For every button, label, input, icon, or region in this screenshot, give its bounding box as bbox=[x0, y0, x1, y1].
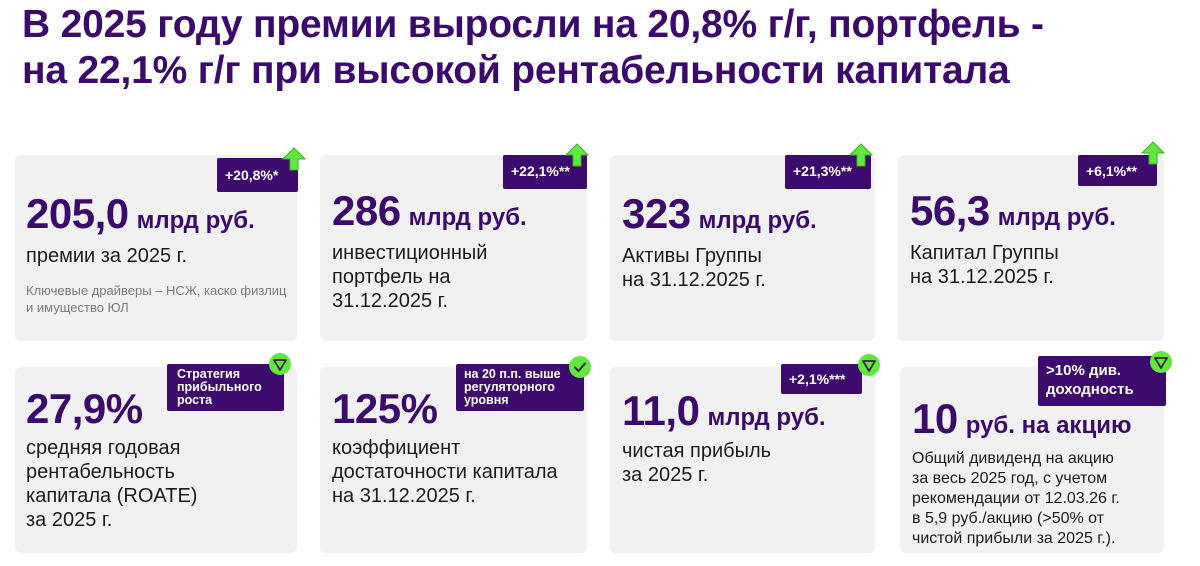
assets-description: Активы Группы на 31.12.2025 г. bbox=[622, 244, 766, 292]
badge-dividend-yield: >10% див. доходность bbox=[1038, 356, 1166, 406]
badge-profit-growth: +2,1%*** bbox=[781, 364, 862, 394]
badge-premiums-growth-text: +20,8%* bbox=[225, 167, 279, 183]
net-profit-unit: млрд руб. bbox=[707, 404, 826, 431]
assets-number: 323 bbox=[622, 190, 691, 237]
badge-strategy-line-3: роста bbox=[177, 393, 213, 407]
badge-above-regulatory: на 20 п.п. выше регуляторного уровня bbox=[456, 364, 584, 411]
premiums-note-line-2: и имущество ЮЛ bbox=[26, 300, 129, 315]
portfolio-description-line-1: инвестиционный bbox=[332, 242, 488, 264]
circle-check-icon bbox=[568, 355, 592, 379]
adequacy-value: 125% bbox=[332, 385, 438, 433]
net-profit-value: 11,0 млрд руб. bbox=[622, 387, 826, 435]
badge-assets-growth-text: +21,3%** bbox=[793, 163, 852, 179]
page-title: В 2025 году премии выросли на 20,8% г/г,… bbox=[22, 2, 1192, 94]
adequacy-number: 125% bbox=[332, 385, 438, 432]
dividend-unit: руб. на акцию bbox=[965, 412, 1132, 439]
premiums-unit: млрд руб. bbox=[136, 207, 255, 234]
arrow-up-icon bbox=[282, 147, 306, 171]
badge-regulatory-line-1: на 20 п.п. выше bbox=[464, 367, 561, 381]
premiums-value: 205,0 млрд руб. bbox=[26, 190, 255, 238]
capital-value: 56,3 млрд руб. bbox=[910, 187, 1116, 235]
page-title-line-1: В 2025 году премии выросли на 20,8% г/г,… bbox=[22, 3, 1044, 46]
adequacy-description-line-1: коэффициент bbox=[332, 437, 461, 459]
card-net-profit bbox=[610, 367, 875, 553]
capital-description-line-2: на 31.12.2025 г. bbox=[910, 266, 1054, 288]
adequacy-description-line-2: достаточности капитала bbox=[332, 461, 558, 483]
arrow-up-icon bbox=[1141, 141, 1165, 165]
roate-description-line-2: рентабельность bbox=[26, 461, 175, 483]
triangle-check-icon bbox=[1149, 350, 1173, 374]
premiums-note-line-1: Ключевые драйверы – НСЖ, каско физлиц bbox=[26, 283, 287, 298]
dividend-number: 10 bbox=[912, 395, 958, 442]
dividend-description-line-2: за весь 2025 год, с учетом bbox=[912, 470, 1108, 487]
dividend-description-line-3: рекомендации от 12.03.26 г. bbox=[912, 490, 1120, 507]
roate-number: 27,9% bbox=[26, 385, 143, 432]
portfolio-description: инвестиционный портфель на 31.12.2025 г. bbox=[332, 241, 487, 313]
assets-unit: млрд руб. bbox=[698, 207, 817, 234]
page-title-line-2: на 22,1% г/г при высокой рентабельности … bbox=[22, 49, 1010, 92]
portfolio-description-line-2: портфель на bbox=[332, 266, 451, 288]
premiums-description: премии за 2025 г. bbox=[26, 244, 187, 268]
portfolio-value: 286 млрд руб. bbox=[332, 187, 527, 235]
capital-description: Капитал Группы на 31.12.2025 г. bbox=[910, 241, 1059, 289]
badge-regulatory-line-2: регуляторного bbox=[464, 380, 555, 394]
badge-premiums-growth: +20,8%* bbox=[217, 158, 298, 192]
assets-description-line-1: Активы Группы bbox=[622, 245, 762, 267]
assets-value: 323 млрд руб. bbox=[622, 190, 817, 238]
portfolio-unit: млрд руб. bbox=[408, 204, 527, 231]
badge-strategy-line-2: прибыльного bbox=[177, 380, 262, 394]
roate-value: 27,9% bbox=[26, 385, 143, 433]
adequacy-description: коэффициент достаточности капитала на 31… bbox=[332, 436, 558, 508]
portfolio-number: 286 bbox=[332, 187, 401, 234]
roate-description-line-1: средняя годовая bbox=[26, 437, 181, 459]
badge-strategy-line-1: Стратегия bbox=[177, 367, 240, 381]
net-profit-number: 11,0 bbox=[622, 387, 700, 434]
arrow-up-icon bbox=[565, 143, 589, 167]
roate-description: средняя годовая рентабельность капитала … bbox=[26, 436, 197, 532]
portfolio-description-line-3: 31.12.2025 г. bbox=[332, 290, 449, 312]
dividend-description-line-5: чистой прибыли за 2025 г.). bbox=[912, 530, 1116, 547]
dividend-description: Общий дивиденд на акцию за весь 2025 год… bbox=[912, 449, 1120, 549]
net-profit-description-line-1: чистая прибыль bbox=[622, 440, 772, 462]
premiums-description-line: премии за 2025 г. bbox=[26, 245, 188, 267]
dividend-description-line-1: Общий дивиденд на акцию bbox=[912, 450, 1114, 467]
badge-capital-growth: +6,1%** bbox=[1078, 155, 1157, 186]
premiums-number: 205,0 bbox=[26, 190, 129, 237]
adequacy-description-line-3: на 31.12.2025 г. bbox=[332, 485, 476, 507]
badge-capital-growth-text: +6,1%** bbox=[1086, 163, 1137, 179]
dividend-value: 10 руб. на акцию bbox=[912, 395, 1131, 443]
badge-dividend-line-1: >10% див. bbox=[1046, 362, 1122, 379]
card-group-capital bbox=[898, 155, 1164, 341]
badge-portfolio-growth-text: +22,1%** bbox=[511, 163, 570, 179]
capital-description-line-1: Капитал Группы bbox=[910, 242, 1059, 264]
triangle-check-icon bbox=[857, 353, 881, 377]
badge-profit-growth-text: +2,1%*** bbox=[789, 371, 846, 387]
triangle-check-icon bbox=[268, 352, 292, 376]
net-profit-description: чистая прибыль за 2025 г. bbox=[622, 439, 771, 487]
dividend-description-line-4: в 5,9 руб./акцию (>50% от bbox=[912, 510, 1105, 527]
premiums-note: Ключевые драйверы – НСЖ, каско физлиц и … bbox=[26, 282, 287, 316]
badge-dividend-line-2: доходность bbox=[1046, 381, 1134, 398]
roate-description-line-4: за 2025 г. bbox=[26, 509, 113, 531]
assets-description-line-2: на 31.12.2025 г. bbox=[622, 269, 766, 291]
arrow-up-icon bbox=[849, 143, 873, 167]
roate-description-line-3: капитала (ROATE) bbox=[26, 485, 198, 507]
badge-profitable-growth-strategy: Стратегия прибыльного роста bbox=[167, 364, 284, 411]
badge-regulatory-line-3: уровня bbox=[464, 393, 509, 407]
capital-number: 56,3 bbox=[910, 187, 990, 234]
capital-unit: млрд руб. bbox=[997, 204, 1116, 231]
net-profit-description-line-2: за 2025 г. bbox=[622, 464, 709, 486]
